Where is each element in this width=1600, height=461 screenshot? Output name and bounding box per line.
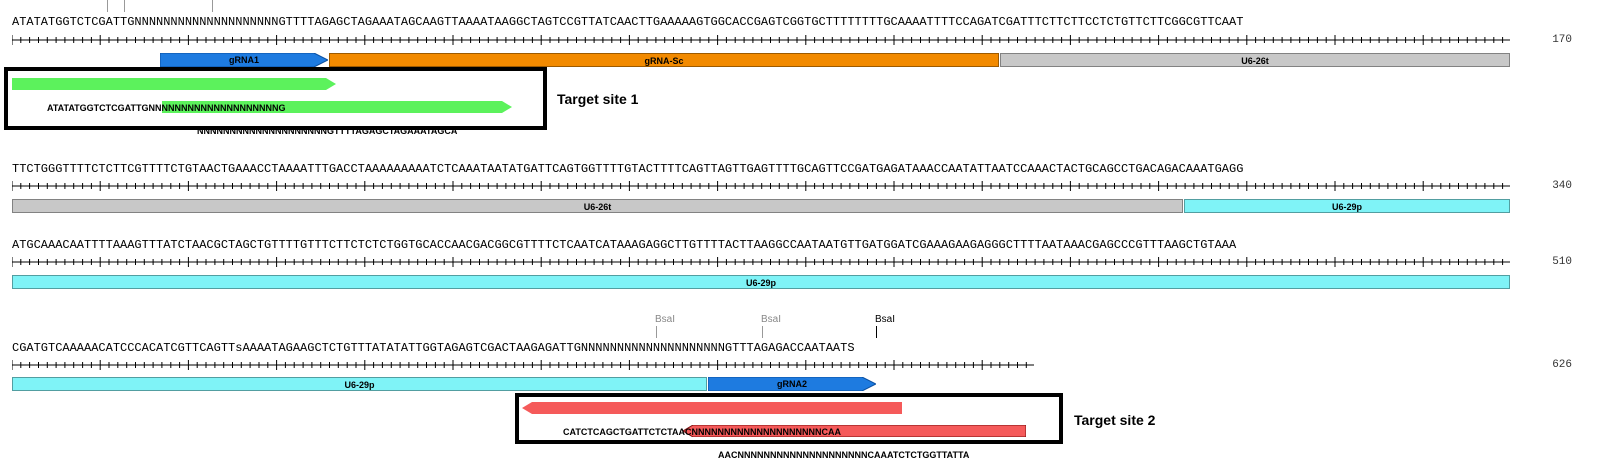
ruler-row-1 <box>12 35 1510 45</box>
feature-u6-29p[interactable]: U6-29p <box>12 377 707 391</box>
cut-site-tick <box>212 0 213 12</box>
sequence-row-4: CGATGTCAAAAACATCCCACATCGTTCAGTTsAAAATAGA… <box>12 341 855 355</box>
position-label-row-3: 510 <box>1552 256 1572 268</box>
sequence-row-2: TTCTGGGTTTTCTCTTCGTTTTCTGTAACTGAAACCTAAA… <box>12 162 1244 176</box>
feature-label: U6-29p <box>1331 202 1362 212</box>
arrow-left-icon <box>522 402 902 414</box>
feature-u6-29p[interactable]: U6-29p <box>12 275 1510 289</box>
cut-site-tick <box>124 0 125 12</box>
ruler-row-3 <box>12 257 1510 267</box>
target-site-2-box <box>515 393 1063 444</box>
primer-site2-forward[interactable]: CATCTCAGCTGATTCTCTAACNNNNNNNNNNNNNNNNNNN… <box>522 402 902 437</box>
feature-u6-26t[interactable]: U6-26t <box>12 199 1183 213</box>
feature-label: U6-29p <box>344 380 375 390</box>
primer-label: AACNNNNNNNNNNNNNNNNNNNNCAAATCTCTGGTTATTA <box>718 450 970 460</box>
position-label-row-1: 170 <box>1552 34 1572 46</box>
ruler-row-4 <box>12 360 1034 370</box>
primer-site1-reverse[interactable]: NNNNNNNNNNNNNNNNNNNNGTTTTAGAGCTAGAAATAGC… <box>162 101 512 136</box>
primer-label: NNNNNNNNNNNNNNNNNNNNGTTTTAGAGCTAGAAATAGC… <box>197 126 458 136</box>
position-label-row-2: 340 <box>1552 180 1572 192</box>
target-site-1-label: Target site 1 <box>557 91 639 107</box>
arrow-right-icon <box>708 377 876 391</box>
feature-label: U6-29p <box>745 278 776 288</box>
cut-site-tick <box>656 326 657 338</box>
bsai-site-label[interactable]: BsaI <box>761 314 782 325</box>
arrow-right-icon <box>162 101 512 113</box>
cut-site-tick <box>876 326 877 338</box>
target-site-1-box <box>4 67 547 130</box>
feature-label: gRNA2 <box>776 379 807 389</box>
bsai-site-label[interactable]: BsaI <box>655 314 676 325</box>
feature-label: gRNA-Sc <box>644 56 684 66</box>
primer-label: CATCTCAGCTGATTCTCTAACNNNNNNNNNNNNNNNNNNN… <box>563 427 841 437</box>
feature-label: U6-26t <box>1241 56 1269 66</box>
target-site-2-label: Target site 2 <box>1074 412 1156 428</box>
primer-site1-forward[interactable]: ATATATGGTCTCGATTGNNNNNNNNNNNNNNNNNNNNG <box>12 78 336 113</box>
feature-label: gRNA1 <box>228 55 259 65</box>
sequence-row-1: ATATATGGTCTCGATTGNNNNNNNNNNNNNNNNNNNNGTT… <box>12 15 1244 29</box>
feature-u6-29p[interactable]: U6-29p <box>1184 199 1510 213</box>
arrow-right-icon <box>12 78 336 90</box>
feature-grna-sc[interactable]: gRNA-Sc <box>329 53 999 67</box>
cut-site-tick <box>107 0 108 12</box>
position-label-row-4: 626 <box>1552 359 1572 371</box>
arrow-left-icon <box>683 425 1026 437</box>
feature-grna2[interactable]: gRNA2 <box>708 377 876 391</box>
feature-label: U6-26t <box>583 202 612 212</box>
ruler-row-2 <box>12 181 1510 191</box>
sequence-row-3: ATGCAAACAATTTTAAAGTTTATCTAACGCTAGCTGTTTT… <box>12 238 1237 252</box>
feature-u6-26t[interactable]: U6-26t <box>1000 53 1510 67</box>
bsai-site-label[interactable]: BsaI <box>875 314 896 325</box>
feature-grna1[interactable]: gRNA1 <box>160 53 328 67</box>
primer-label: ATATATGGTCTCGATTGNNNNNNNNNNNNNNNNNNNNG <box>47 103 286 113</box>
arrow-right-icon <box>160 53 328 67</box>
cut-site-tick <box>762 326 763 338</box>
